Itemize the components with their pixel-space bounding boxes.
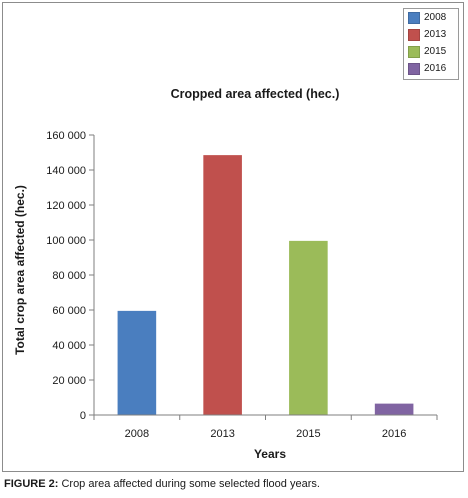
- y-tick-label: 0: [80, 410, 86, 422]
- caption-text: Crop area affected during some selected …: [58, 478, 320, 490]
- x-axis-ticks: 2008 2013 2015 2016: [93, 415, 438, 440]
- legend-swatch: [408, 28, 420, 41]
- x-tick-label: 2013: [210, 428, 234, 440]
- y-tick-label: 100 000: [46, 235, 86, 247]
- chart-legend: 2008 2013 2015 2016: [403, 8, 459, 80]
- bars: [117, 155, 414, 415]
- y-tick-label: 20 000: [52, 375, 86, 387]
- bar-2013: [203, 155, 242, 415]
- bar-chart: Cropped area affected (hec.) 0 20 000 40 0…: [13, 87, 438, 461]
- legend-label: 2008: [424, 12, 447, 23]
- y-tick-label: 60 000: [52, 305, 86, 317]
- legend-swatch: [408, 62, 420, 75]
- chart-title: Cropped area affected (hec.): [171, 87, 340, 101]
- legend-label: 2015: [424, 46, 447, 57]
- y-axis-label: Total crop area affected (hec.): [13, 185, 27, 355]
- x-tick-label: 2016: [382, 428, 406, 440]
- x-tick-label: 2015: [296, 428, 320, 440]
- x-tick-label: 2008: [125, 428, 149, 440]
- x-axis-label: Years: [254, 447, 286, 461]
- y-tick-label: 160 000: [46, 130, 86, 142]
- legend-item-2015: 2015: [404, 43, 458, 60]
- legend-item-2008: 2008: [404, 9, 458, 26]
- y-tick-label: 120 000: [46, 200, 86, 212]
- legend-item-2016: 2016: [404, 60, 458, 77]
- caption-label: FIGURE 2:: [4, 478, 59, 490]
- legend-label: 2013: [424, 29, 447, 40]
- legend-swatch: [408, 45, 420, 58]
- legend-item-2013: 2013: [404, 26, 458, 43]
- bar-2015: [289, 240, 328, 415]
- bar-2016: [374, 403, 414, 415]
- figure-caption: FIGURE 2: Crop area affected during some…: [4, 478, 320, 490]
- y-tick-label: 140 000: [46, 165, 86, 177]
- y-tick-label: 40 000: [52, 340, 86, 352]
- y-tick-label: 80 000: [52, 270, 86, 282]
- legend-label: 2016: [424, 63, 447, 74]
- y-axis-ticks: 0 20 000 40 000 60 000 80 000 100 000 120 000 1…: [46, 130, 94, 422]
- legend-swatch: [408, 11, 420, 24]
- bar-2008: [117, 310, 157, 415]
